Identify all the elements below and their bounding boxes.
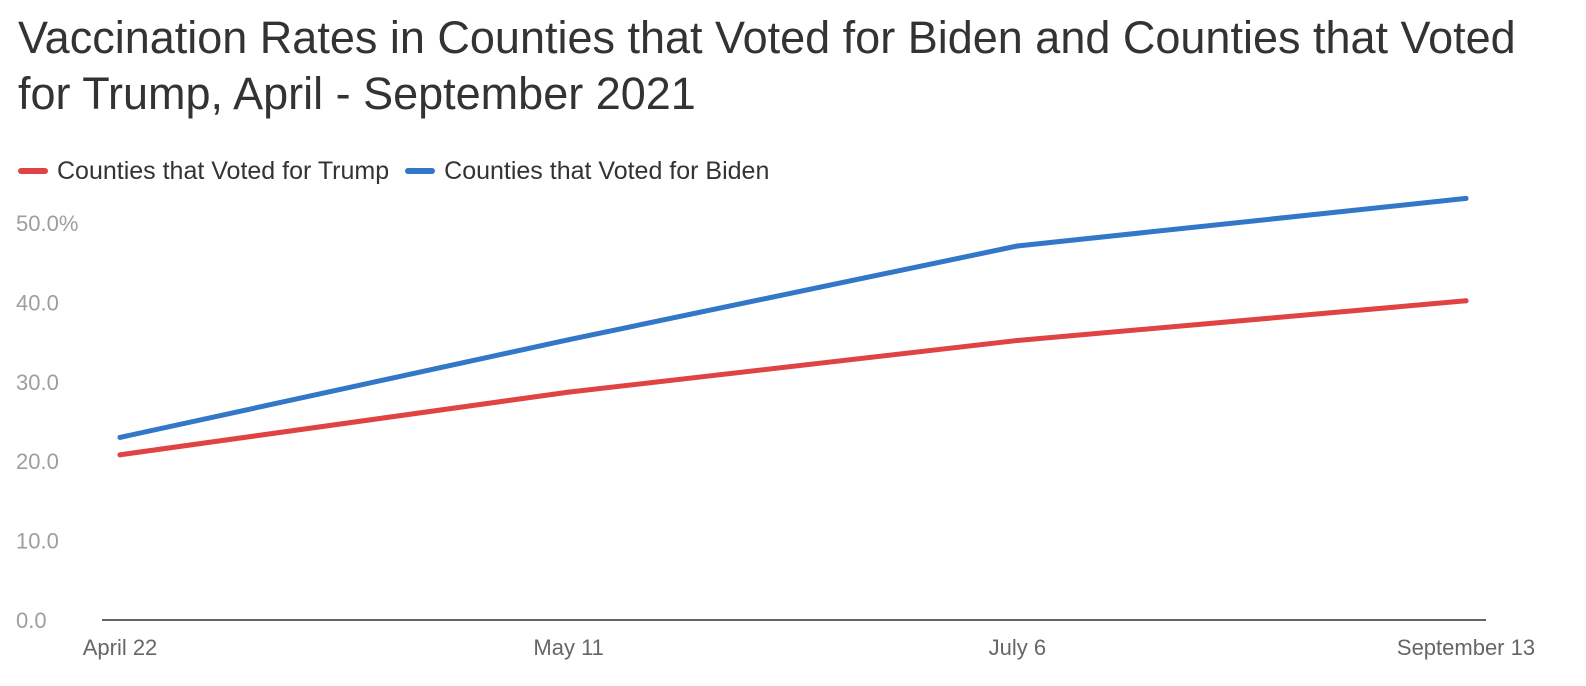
y-tick-label: 40.0: [16, 290, 59, 315]
data-point: [1463, 195, 1469, 201]
y-tick-label: 20.0: [16, 449, 59, 474]
x-tick-label: September 13: [1397, 635, 1535, 660]
legend-swatch-trump: [18, 168, 48, 174]
data-point: [566, 389, 572, 395]
data-point: [1014, 243, 1020, 249]
y-axis-ticks: 0.0 10.0 20.0 30.0 40.0 50.0%: [16, 211, 78, 633]
chart-title: Vaccination Rates in Counties that Voted…: [18, 12, 1516, 119]
data-point: [117, 434, 123, 440]
data-point: [1014, 338, 1020, 344]
x-tick-label: May 11: [533, 635, 604, 660]
y-tick-label: 50.0%: [16, 211, 78, 236]
legend-item-trump: Counties that Voted for Trump: [18, 157, 389, 186]
legend-label-trump: Counties that Voted for Trump: [57, 156, 390, 185]
series-line-biden: [117, 195, 1469, 440]
series-line-trump: [117, 298, 1469, 458]
legend-swatch-biden: [405, 168, 436, 174]
y-tick-label: 10.0: [16, 529, 59, 554]
x-tick-label: April 22: [83, 635, 158, 660]
y-tick-label: 0.0: [16, 608, 47, 633]
series-lines: [117, 195, 1469, 458]
legend-label-biden: Counties that Voted for Biden: [444, 156, 770, 185]
legend-item-biden: Counties that Voted for Biden: [405, 157, 769, 186]
data-point: [117, 452, 123, 458]
legend: Counties that Voted for Trump Counties t…: [18, 155, 785, 187]
x-axis-ticks: April 22 May 11 July 6 September 13: [83, 635, 1535, 660]
x-tick-label: July 6: [989, 635, 1046, 660]
data-point: [1463, 298, 1469, 304]
data-point: [566, 337, 572, 343]
y-tick-label: 30.0: [16, 370, 59, 395]
